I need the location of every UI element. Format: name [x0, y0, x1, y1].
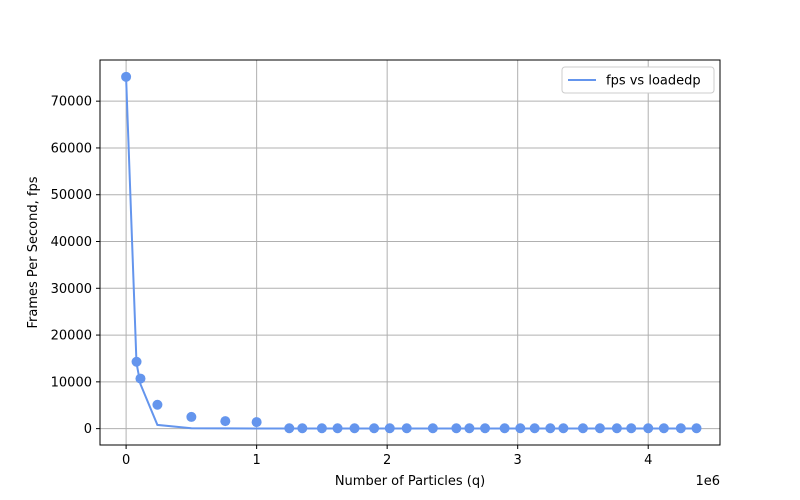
y-axis-ticks: 0 10000 20000 30000 40000 50000 60000 70000	[51, 95, 100, 437]
scatter-point	[349, 423, 360, 434]
scatter-point	[220, 416, 231, 427]
legend-box	[561, 66, 715, 94]
scatter-point	[152, 399, 163, 410]
scatter-point	[135, 373, 146, 384]
scatter-point	[626, 423, 637, 434]
x-tick-label: 3	[514, 453, 522, 468]
scatter-point	[284, 423, 295, 434]
y-tick-label: 70000	[51, 95, 92, 110]
x-axis-label: Number of Particles (q)	[335, 474, 485, 489]
y-tick-label: 10000	[51, 375, 92, 390]
scatter-point	[594, 423, 605, 434]
scatter-point	[480, 423, 491, 434]
scatter-point	[515, 423, 526, 434]
y-axis-label: Frames Per Second, fps	[26, 176, 41, 328]
scatter-point	[186, 411, 197, 422]
scatter-point	[675, 423, 686, 434]
scatter-point	[297, 423, 308, 434]
scatter-point	[401, 423, 412, 434]
scatter-point	[369, 423, 380, 434]
scatter-point	[451, 423, 462, 434]
scatter-point	[251, 417, 262, 428]
legend: fps vs loadedp	[561, 66, 715, 94]
scatter-point	[643, 423, 654, 434]
scatter-point	[611, 423, 622, 434]
scatter-point	[499, 423, 510, 434]
x-tick-label: 0	[122, 453, 130, 468]
scatter-point	[558, 423, 569, 434]
scatter-point	[691, 423, 702, 434]
scatter-point	[131, 356, 142, 367]
y-tick-label: 0	[84, 422, 92, 437]
series-points-group	[121, 71, 702, 434]
y-tick-label: 20000	[51, 329, 92, 344]
scatter-point	[545, 423, 556, 434]
grid	[100, 60, 720, 445]
x-axis-ticks: 0 1 2 3 4	[122, 445, 652, 468]
plot-area-frame	[99, 59, 721, 446]
scatter-point	[427, 423, 438, 434]
x-tick-label: 4	[644, 453, 652, 468]
x-tick-label: 1	[252, 453, 260, 468]
scatter-point	[332, 423, 343, 434]
legend-label: fps vs loadedp	[606, 74, 701, 89]
series-line-group	[125, 77, 697, 430]
scatter-point	[464, 423, 475, 434]
x-tick-label: 2	[383, 453, 391, 468]
y-tick-label: 50000	[51, 188, 92, 203]
y-tick-label: 60000	[51, 141, 92, 156]
scatter-point	[529, 423, 540, 434]
x-axis-offset-label: 1e6	[695, 474, 720, 489]
series-line-fps	[125, 77, 697, 430]
scatter-point	[658, 423, 669, 434]
scatter-point	[316, 423, 327, 434]
y-tick-label: 40000	[51, 235, 92, 250]
scatter-point	[384, 423, 395, 434]
scatter-point	[577, 423, 588, 434]
y-tick-label: 30000	[51, 282, 92, 297]
scatter-point	[121, 71, 132, 82]
